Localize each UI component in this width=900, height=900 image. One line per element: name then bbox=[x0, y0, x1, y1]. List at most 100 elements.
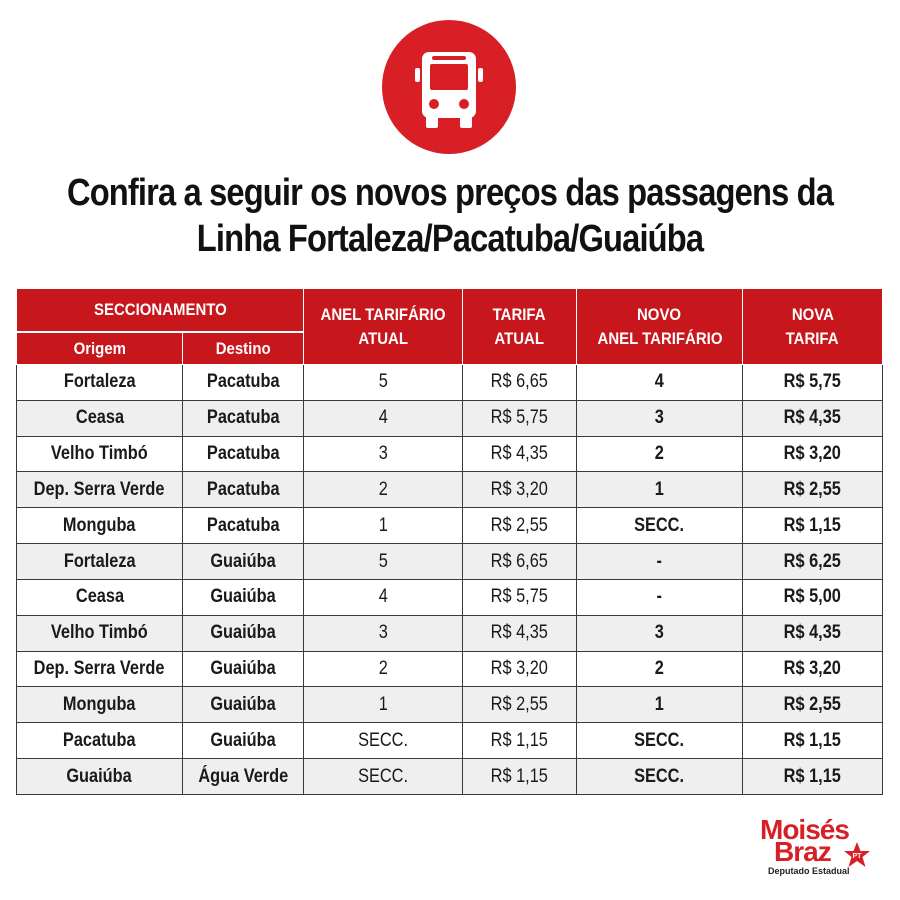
cell-tarifa-atual: R$ 4,35 bbox=[462, 435, 577, 473]
cell-anel-atual: 3 bbox=[303, 614, 463, 652]
cell-nova-tarifa: R$ 4,35 bbox=[742, 399, 883, 437]
cell-nova-tarifa: R$ 1,15 bbox=[742, 758, 883, 795]
table-row: Velho Timbó Pacatuba 3 R$ 4,35 2 R$ 3,20 bbox=[16, 435, 883, 473]
cell-anel-atual: 4 bbox=[303, 399, 463, 437]
cell-nova-tarifa: R$ 1,15 bbox=[742, 722, 883, 760]
cell-novo-anel: 2 bbox=[576, 650, 743, 688]
page-title: Confira a seguir os novos preços das pas… bbox=[0, 170, 900, 262]
cell-novo-anel: SECC. bbox=[576, 758, 743, 795]
cell-tarifa-atual: R$ 3,20 bbox=[462, 471, 577, 509]
cell-novo-anel: 3 bbox=[576, 399, 743, 437]
cell-tarifa-atual: R$ 6,65 bbox=[462, 364, 577, 401]
cell-anel-atual: SECC. bbox=[303, 722, 463, 760]
table-row: Fortaleza Guaiúba 5 R$ 6,65- R$ 6,25 bbox=[16, 543, 883, 580]
cell-destino: Pacatuba bbox=[182, 399, 304, 437]
table-row: Fortaleza Pacatuba 5 R$ 6,65 4 R$ 5,75 bbox=[16, 364, 883, 401]
cell-anel-atual: 4 bbox=[303, 578, 463, 616]
header-nova-tarifa: NOVA TARIFA bbox=[742, 288, 883, 365]
cell-destino: Guaiúba bbox=[182, 722, 304, 760]
cell-origem: Monguba bbox=[16, 686, 183, 724]
cell-nova-tarifa: R$ 4,35 bbox=[742, 614, 883, 652]
cell-anel-atual: 2 bbox=[303, 471, 463, 509]
cell-nova-tarifa: R$ 1,15 bbox=[742, 507, 883, 545]
cell-anel-atual: 5 bbox=[303, 543, 463, 580]
header-novo-anel: NOVO ANEL TARIFÁRIO bbox=[576, 288, 743, 365]
cell-nova-tarifa: R$ 2,55 bbox=[742, 471, 883, 509]
header-tarifa-atual: TARIFA ATUAL bbox=[462, 288, 577, 365]
table-row: Pacatuba Guaiúba SECC. R$ 1,15 SECC. R$ 1,15 bbox=[16, 722, 883, 760]
cell-nova-tarifa: R$ 3,20 bbox=[742, 435, 883, 473]
cell-novo-anel: 4 bbox=[576, 364, 743, 401]
header-origem: Origem bbox=[16, 331, 183, 365]
cell-novo-anel: SECC. bbox=[576, 722, 743, 760]
cell-origem: Ceasa bbox=[16, 578, 183, 616]
cell-destino: Guaiúba bbox=[182, 614, 304, 652]
cell-nova-tarifa: R$ 5,75 bbox=[742, 364, 883, 401]
header-seccionamento: SECCIONAMENTO bbox=[16, 288, 304, 333]
moises-braz-logo: Moisés Braz PT Deputado Estadual bbox=[760, 816, 872, 882]
cell-novo-anel: 3 bbox=[576, 614, 743, 652]
cell-destino: Guaiúba bbox=[182, 543, 304, 580]
cell-tarifa-atual: R$ 1,15 bbox=[462, 758, 577, 795]
cell-destino: Pacatuba bbox=[182, 364, 304, 401]
cell-tarifa-atual: R$ 4,35 bbox=[462, 614, 577, 652]
bus-icon bbox=[415, 52, 483, 128]
logo-subtitle: Deputado Estadual bbox=[768, 866, 850, 876]
cell-tarifa-atual: R$ 5,75 bbox=[462, 578, 577, 616]
cell-origem: Monguba bbox=[16, 507, 183, 545]
cell-novo-anel: - bbox=[576, 543, 743, 580]
table-row: Guaiúba Água Verde SECC. R$ 1,15 SECC. R$ 1,1… bbox=[16, 758, 883, 795]
cell-origem: Dep. Serra Verde bbox=[16, 650, 183, 688]
cell-origem: Pacatuba bbox=[16, 722, 183, 760]
cell-novo-anel: 1 bbox=[576, 471, 743, 509]
header-destino: Destino bbox=[182, 331, 304, 365]
cell-origem: Velho Timbó bbox=[16, 435, 183, 473]
cell-nova-tarifa: R$ 6,25 bbox=[742, 543, 883, 580]
cell-origem: Fortaleza bbox=[16, 364, 183, 401]
title-line-1: Confira a seguir os novos preços das pas… bbox=[66, 172, 834, 214]
cell-destino: Guaiúba bbox=[182, 686, 304, 724]
cell-origem: Velho Timbó bbox=[16, 614, 183, 652]
table-row: Ceasa Pacatuba 4 R$ 5,75 3 R$ 4,35 bbox=[16, 399, 883, 437]
title-line-2: Linha Fortaleza/Pacatuba/Guaiúba bbox=[196, 218, 704, 260]
table-row: Dep. Serra Verde Guaiúba 2 R$ 3,20 2 R$ 3,20 bbox=[16, 650, 883, 688]
cell-origem: Guaiúba bbox=[16, 758, 183, 795]
cell-novo-anel: 1 bbox=[576, 686, 743, 724]
cell-origem: Fortaleza bbox=[16, 543, 183, 580]
table-row: Dep. Serra Verde Pacatuba 2 R$ 3,20 1 R$ 2,55 bbox=[16, 471, 883, 509]
cell-destino: Guaiúba bbox=[182, 578, 304, 616]
cell-anel-atual: 1 bbox=[303, 507, 463, 545]
logo-party: PT bbox=[853, 853, 863, 860]
logo-line-1: Moisés bbox=[760, 814, 850, 845]
cell-nova-tarifa: R$ 5,00 bbox=[742, 578, 883, 616]
cell-tarifa-atual: R$ 2,55 bbox=[462, 507, 577, 545]
table-row: Ceasa Guaiúba 4 R$ 5,75- R$ 5,00 bbox=[16, 578, 883, 616]
cell-anel-atual: 3 bbox=[303, 435, 463, 473]
cell-novo-anel: - bbox=[576, 578, 743, 616]
cell-tarifa-atual: R$ 3,20 bbox=[462, 650, 577, 688]
cell-tarifa-atual: R$ 2,55 bbox=[462, 686, 577, 724]
cell-tarifa-atual: R$ 5,75 bbox=[462, 399, 577, 437]
cell-nova-tarifa: R$ 2,55 bbox=[742, 686, 883, 724]
bus-icon-circle bbox=[382, 20, 516, 154]
header-anel-atual: ANEL TARIFÁRIO ATUAL bbox=[303, 288, 463, 365]
table-row: Monguba Guaiúba 1 R$ 2,55 1 R$ 2,55 bbox=[16, 686, 883, 724]
cell-anel-atual: 5 bbox=[303, 364, 463, 401]
cell-anel-atual: SECC. bbox=[303, 758, 463, 795]
logo-line-2: Braz bbox=[774, 836, 832, 867]
cell-anel-atual: 1 bbox=[303, 686, 463, 724]
cell-anel-atual: 2 bbox=[303, 650, 463, 688]
cell-origem: Ceasa bbox=[16, 399, 183, 437]
cell-destino: Água Verde bbox=[182, 758, 304, 795]
cell-destino: Guaiúba bbox=[182, 650, 304, 688]
fares-table: SECCIONAMENTO ANEL TARIFÁRIO ATUAL TARIFA… bbox=[16, 288, 883, 795]
cell-destino: Pacatuba bbox=[182, 507, 304, 545]
cell-destino: Pacatuba bbox=[182, 471, 304, 509]
cell-origem: Dep. Serra Verde bbox=[16, 471, 183, 509]
cell-nova-tarifa: R$ 3,20 bbox=[742, 650, 883, 688]
cell-novo-anel: SECC. bbox=[576, 507, 743, 545]
cell-novo-anel: 2 bbox=[576, 435, 743, 473]
table-row: Velho Timbó Guaiúba 3 R$ 4,35 3 R$ 4,35 bbox=[16, 614, 883, 652]
cell-tarifa-atual: R$ 1,15 bbox=[462, 722, 577, 760]
cell-destino: Pacatuba bbox=[182, 435, 304, 473]
